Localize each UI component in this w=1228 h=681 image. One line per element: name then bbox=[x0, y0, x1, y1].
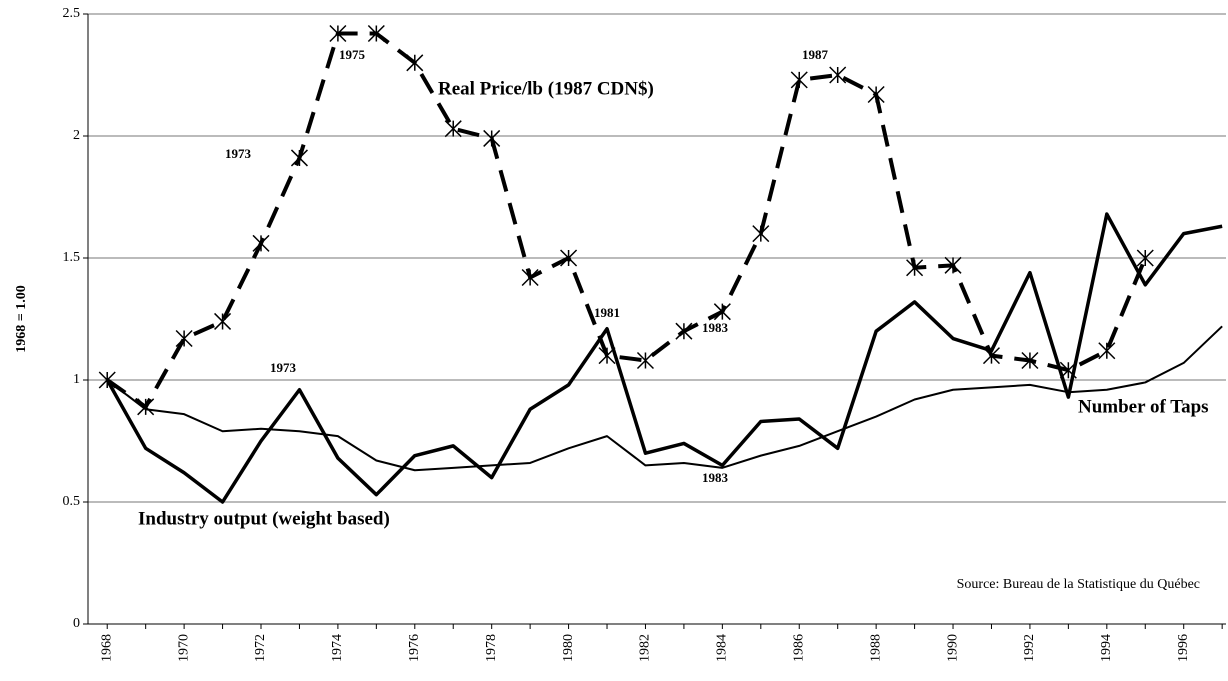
x-tick-label: 1968 bbox=[99, 634, 114, 662]
annotation: 1973 bbox=[270, 360, 297, 375]
series-line bbox=[106, 325, 1223, 472]
y-tick-label: 1 bbox=[73, 372, 80, 387]
x-tick-label: 1970 bbox=[176, 634, 191, 662]
point-marker bbox=[214, 312, 232, 330]
point-marker bbox=[752, 225, 770, 243]
annotation: Source: Bureau de la Statistique du Québ… bbox=[957, 577, 1200, 592]
x-tick-label: 1976 bbox=[407, 634, 422, 662]
y-tick-label: 2 bbox=[73, 128, 80, 143]
series-line bbox=[105, 212, 1223, 504]
point-marker bbox=[444, 120, 462, 138]
x-tick-label: 1974 bbox=[330, 634, 345, 662]
point-marker bbox=[944, 256, 962, 274]
x-tick-label: 1988 bbox=[868, 634, 883, 662]
x-tick-label: 1996 bbox=[1176, 634, 1191, 662]
point-marker bbox=[367, 24, 385, 43]
y-tick-label: 2.5 bbox=[63, 6, 81, 21]
point-marker bbox=[290, 149, 308, 167]
x-tick-label: 1978 bbox=[484, 634, 499, 662]
point-marker bbox=[1021, 351, 1039, 370]
point-marker bbox=[675, 322, 693, 340]
x-tick-label: 1992 bbox=[1022, 634, 1037, 662]
x-tick-label: 1972 bbox=[253, 634, 268, 662]
point-marker bbox=[713, 303, 731, 321]
point-marker bbox=[521, 268, 539, 287]
point-marker bbox=[790, 71, 808, 89]
annotation: 1981 bbox=[594, 305, 620, 320]
point-marker bbox=[1136, 249, 1154, 267]
annotation: 1983 bbox=[702, 470, 729, 485]
y-axis-label: 1968 = 1.00 bbox=[14, 285, 29, 352]
point-marker bbox=[906, 259, 924, 277]
x-tick-label: 1982 bbox=[638, 634, 653, 662]
x-tick-label: 1980 bbox=[561, 634, 576, 662]
series-label: Real Price/lb (1987 CDN$) bbox=[438, 78, 654, 99]
annotation: 1973 bbox=[225, 146, 252, 161]
point-marker bbox=[329, 24, 347, 43]
series-label: Number of Taps bbox=[1078, 396, 1209, 417]
point-marker bbox=[406, 54, 424, 72]
point-marker bbox=[137, 398, 155, 416]
x-tick-label: 1994 bbox=[1099, 634, 1114, 662]
point-marker bbox=[175, 329, 193, 348]
x-tick-label: 1990 bbox=[945, 634, 960, 662]
point-marker bbox=[867, 85, 885, 104]
y-tick-label: 0.5 bbox=[63, 494, 81, 509]
annotation: 1975 bbox=[339, 47, 366, 62]
series-line bbox=[106, 31, 1148, 409]
y-tick-label: 1.5 bbox=[63, 250, 81, 265]
point-marker bbox=[829, 66, 847, 84]
x-tick-label: 1986 bbox=[791, 634, 806, 662]
point-marker bbox=[252, 234, 270, 252]
point-marker bbox=[1098, 342, 1116, 360]
annotation: 1983 bbox=[702, 320, 729, 335]
y-tick-label: 0 bbox=[73, 616, 80, 631]
series-label: Industry output (weight based) bbox=[138, 508, 390, 529]
point-marker bbox=[483, 129, 501, 147]
point-marker bbox=[560, 249, 578, 267]
x-tick-label: 1984 bbox=[715, 634, 730, 662]
annotation: 1987 bbox=[802, 47, 829, 62]
point-marker bbox=[636, 351, 654, 370]
